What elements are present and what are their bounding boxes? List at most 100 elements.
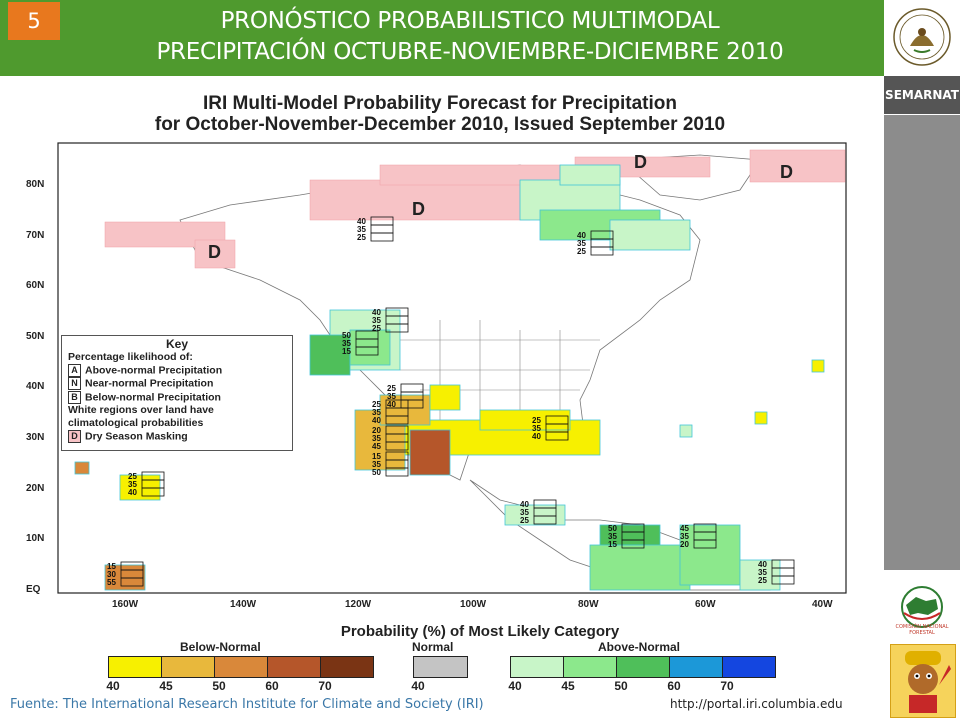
sidebar-grey-band [884, 115, 960, 570]
stack-value: 15 [372, 452, 381, 461]
stack-box [400, 399, 424, 409]
stack-value: 25 [357, 233, 366, 242]
lon-axis: 160W 140W 120W 100W 80W 60W 40W [112, 599, 833, 610]
stack-value: 35 [387, 392, 396, 401]
stack-value: 25 [387, 384, 396, 393]
stack-box [385, 467, 409, 477]
key-note-2: climatological probabilities [68, 416, 204, 429]
stack-value: 25 [372, 324, 381, 333]
lat-tick-label: 10N [26, 533, 44, 544]
slide-header: 5 PRONÓSTICO PROBABILISTICO MULTIMODAL P… [0, 0, 884, 76]
lon-tick-label: 160W [112, 599, 139, 610]
source-url[interactable]: http://portal.iri.columbia.edu [670, 697, 843, 711]
stack-value: 35 [532, 424, 541, 433]
figure-title: IRI Multi-Model Probability Forecast for… [40, 93, 840, 135]
legend-normal-label: Normal [412, 640, 454, 654]
key-near-label: Near-normal Precipitation [85, 377, 214, 390]
key-dry: D Dry Season Masking [68, 429, 292, 443]
stack-value: 25 [520, 516, 529, 525]
source-credit: Fuente: The International Research Insti… [10, 697, 484, 712]
conafor-name: COMISIÓN NACIONAL FORESTAL [895, 624, 949, 636]
legend-above-label: Above-Normal [598, 640, 681, 654]
slide-title-line1: PRONÓSTICO PROBABILISTICO MULTIMODAL [220, 8, 720, 34]
stack-box [385, 323, 409, 333]
stack-value: 35 [577, 239, 586, 248]
stack-value: 15 [342, 347, 351, 356]
lon-tick-label: 60W [695, 599, 716, 610]
lat-axis: 80N 70N 60N 50N 40N 30N 20N 10N EQ [26, 179, 44, 595]
conafor-logo-icon [901, 586, 943, 628]
stack-value: 35 [758, 568, 767, 577]
stack-value: 55 [107, 578, 116, 587]
stack-value: 35 [128, 480, 137, 489]
stack-value: 35 [680, 532, 689, 541]
stack-value: 15 [107, 562, 116, 571]
us-states [400, 320, 600, 440]
legend-level: 50 [614, 679, 628, 693]
stack-value: 25 [532, 416, 541, 425]
legend-level: 70 [720, 679, 734, 693]
stack-value: 35 [608, 532, 617, 541]
lon-tick-label: 140W [230, 599, 257, 610]
stack-value: 50 [372, 468, 381, 477]
key-subtitle: Percentage likelihood of: [68, 351, 193, 363]
legend-level: 60 [265, 679, 279, 693]
stack-box [590, 246, 614, 256]
figure-title-line1: IRI Multi-Model Probability Forecast for… [203, 93, 677, 114]
slide-number: 5 [8, 2, 60, 40]
dry-label: D [780, 162, 793, 182]
semarnat-logo: SEMARNAT [884, 76, 960, 114]
stack-box [385, 415, 409, 425]
stack-box [533, 515, 557, 525]
legend-below-label: Below-Normal [180, 640, 261, 654]
stack-value: 35 [342, 339, 351, 348]
stack-value: 40 [372, 416, 381, 425]
legend-swatch [267, 656, 321, 678]
legend-swatch [320, 656, 374, 678]
lat-tick-label: EQ [26, 584, 41, 595]
key-above: A Above-normal Precipitation [68, 364, 292, 377]
legend-swatch [214, 656, 268, 678]
stack-value: 40 [520, 500, 529, 509]
legend-level: 45 [561, 679, 575, 693]
stack-value: 45 [680, 524, 689, 533]
stack-value: 50 [342, 331, 351, 340]
key-below-label: Below-normal Precipitation [85, 390, 221, 403]
stack-value: 30 [107, 570, 116, 579]
legend-level: 70 [318, 679, 332, 693]
key-above-label: Above-normal Precipitation [85, 364, 223, 377]
legend-level: 45 [159, 679, 173, 693]
legend-swatch [413, 656, 468, 678]
lat-tick-label: 20N [26, 483, 44, 494]
lat-tick-label: 50N [26, 331, 44, 342]
legend-swatch [563, 656, 617, 678]
stack-value: 35 [520, 508, 529, 517]
lat-tick-label: 40N [26, 381, 44, 392]
stack-value: 40 [128, 488, 137, 497]
stack-value: 35 [372, 316, 381, 325]
stack-box [120, 577, 144, 587]
lat-tick-label: 60N [26, 280, 44, 291]
stack-box [545, 431, 569, 441]
legend-level: 40 [106, 679, 120, 693]
legend-level: 40 [411, 679, 425, 693]
stack-box [621, 539, 645, 549]
legend-swatch [510, 656, 564, 678]
map-key: Key Percentage likelihood of: A Above-nor… [61, 335, 293, 451]
stack-box [693, 539, 717, 549]
stack-value: 40 [357, 217, 366, 226]
slide-title-line2: PRECIPITACIÓN OCTUBRE-NOVIEMBRE-DICIEMBR… [156, 39, 784, 65]
figure-title-line2: for October-November-December 2010, Issu… [154, 114, 726, 135]
stack-value: 35 [372, 408, 381, 417]
below-normal-areas [74, 359, 825, 591]
legend-swatch [669, 656, 723, 678]
legend-swatch [722, 656, 776, 678]
lon-tick-label: 80W [578, 599, 599, 610]
stack-value: 35 [357, 225, 366, 234]
mexico-seal-icon [893, 8, 951, 66]
lat-tick-label: 30N [26, 432, 44, 443]
legend-title: Probability (%) of Most Likely Category [340, 623, 620, 640]
stack-value: 50 [608, 524, 617, 533]
forest-mascot-icon [905, 651, 951, 713]
